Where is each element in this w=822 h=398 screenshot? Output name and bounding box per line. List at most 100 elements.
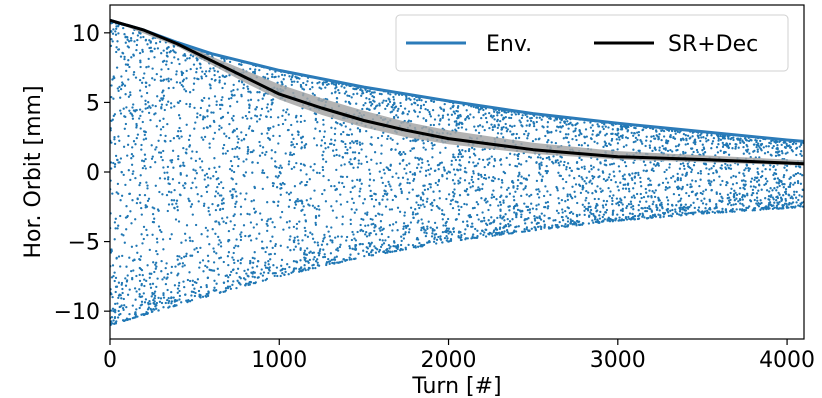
scatter-point — [129, 178, 132, 182]
scatter-point — [138, 117, 141, 120]
scatter-point — [452, 168, 456, 171]
scatter-point — [707, 182, 711, 185]
scatter-point — [170, 161, 173, 164]
scatter-point — [512, 186, 515, 189]
scatter-point — [798, 165, 802, 168]
scatter-point — [146, 184, 149, 187]
scatter-point — [165, 103, 168, 106]
scatter-point — [438, 123, 441, 126]
scatter-point — [232, 214, 235, 218]
scatter-point — [642, 160, 646, 163]
scatter-point — [780, 207, 783, 210]
scatter-point — [505, 126, 508, 129]
scatter-point — [547, 205, 550, 208]
scatter-point — [423, 184, 426, 187]
scatter-point — [650, 210, 654, 213]
scatter-point — [423, 188, 427, 192]
scatter-point — [445, 197, 448, 201]
scatter-point — [259, 272, 262, 275]
scatter-point — [457, 123, 460, 126]
scatter-point — [674, 208, 677, 211]
scatter-point — [537, 171, 541, 174]
scatter-point — [119, 294, 122, 297]
scatter-point — [461, 220, 465, 223]
scatter-point — [201, 70, 204, 73]
scatter-point — [354, 257, 357, 260]
scatter-point — [505, 156, 508, 160]
scatter-point — [299, 114, 303, 118]
scatter-point — [260, 240, 264, 243]
scatter-point — [463, 179, 467, 182]
scatter-point — [281, 114, 284, 118]
scatter-point — [237, 164, 240, 168]
scatter-point — [175, 73, 178, 76]
scatter-point — [160, 301, 164, 305]
scatter-point — [148, 272, 151, 275]
scatter-point — [596, 142, 599, 145]
scatter-point — [684, 209, 687, 212]
scatter-point — [170, 199, 173, 202]
scatter-point — [574, 127, 577, 130]
scatter-point — [128, 256, 131, 259]
scatter-point — [194, 159, 198, 163]
scatter-point — [472, 170, 475, 173]
scatter-point — [381, 213, 384, 216]
scatter-point — [433, 233, 436, 236]
scatter-point — [445, 172, 449, 175]
scatter-point — [157, 309, 160, 312]
scatter-point — [556, 159, 559, 162]
scatter-point — [567, 206, 570, 210]
scatter-point — [360, 94, 363, 97]
scatter-point — [481, 183, 484, 186]
scatter-point — [560, 156, 563, 159]
scatter-point — [595, 220, 598, 223]
scatter-point — [192, 168, 195, 171]
scatter-point — [431, 156, 434, 159]
scatter-point — [176, 254, 179, 258]
scatter-point — [373, 226, 376, 229]
scatter-point — [653, 214, 657, 218]
scatter-point — [413, 173, 417, 176]
scatter-point — [467, 161, 471, 164]
scatter-point — [309, 231, 312, 234]
scatter-point — [780, 143, 783, 147]
scatter-point — [152, 301, 155, 305]
scatter-point — [501, 181, 504, 184]
scatter-point — [214, 190, 218, 193]
scatter-point — [112, 319, 115, 322]
scatter-point — [188, 145, 191, 148]
scatter-point — [341, 175, 344, 179]
scatter-point — [474, 236, 478, 240]
scatter-point — [224, 274, 227, 278]
scatter-point — [314, 216, 318, 219]
scatter-point — [450, 113, 454, 116]
scatter-point — [163, 177, 167, 180]
scatter-point — [276, 204, 280, 207]
scatter-point — [279, 244, 282, 247]
scatter-point — [659, 214, 662, 217]
scatter-point — [473, 148, 476, 151]
scatter-point — [780, 199, 783, 202]
scatter-point — [371, 218, 374, 221]
scatter-point — [509, 116, 513, 120]
scatter-point — [178, 255, 181, 258]
scatter-point — [758, 156, 761, 159]
scatter-point — [304, 143, 308, 146]
scatter-point — [520, 116, 524, 120]
scatter-point — [111, 40, 114, 43]
scatter-point — [234, 205, 237, 209]
scatter-point — [474, 189, 477, 192]
scatter-point — [299, 182, 302, 185]
scatter-point — [207, 206, 210, 209]
scatter-point — [151, 282, 155, 285]
scatter-point — [790, 148, 793, 152]
scatter-point — [634, 140, 637, 143]
scatter-point — [729, 191, 732, 195]
scatter-point — [442, 224, 445, 227]
scatter-point — [697, 206, 701, 209]
scatter-point — [348, 244, 351, 248]
scatter-point — [189, 205, 193, 208]
scatter-point — [161, 193, 164, 196]
scatter-point — [508, 209, 511, 212]
scatter-point — [333, 132, 337, 136]
